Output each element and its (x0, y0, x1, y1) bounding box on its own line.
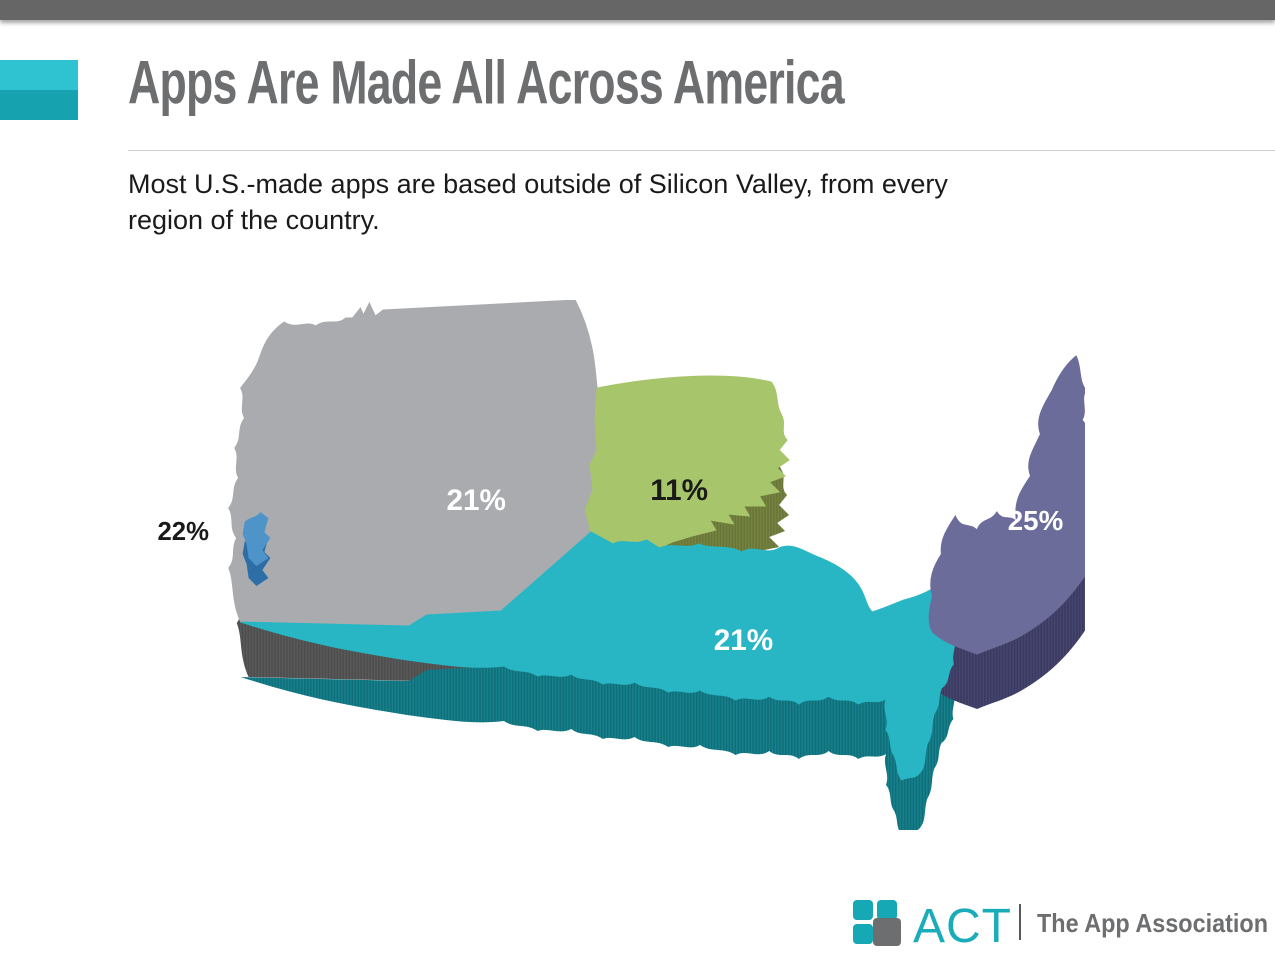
svg-text:21%: 21% (714, 624, 773, 657)
svg-text:25%: 25% (1008, 505, 1064, 536)
svg-text:22%: 22% (157, 518, 209, 546)
svg-text:21%: 21% (447, 484, 506, 517)
svg-text:11%: 11% (650, 474, 708, 507)
